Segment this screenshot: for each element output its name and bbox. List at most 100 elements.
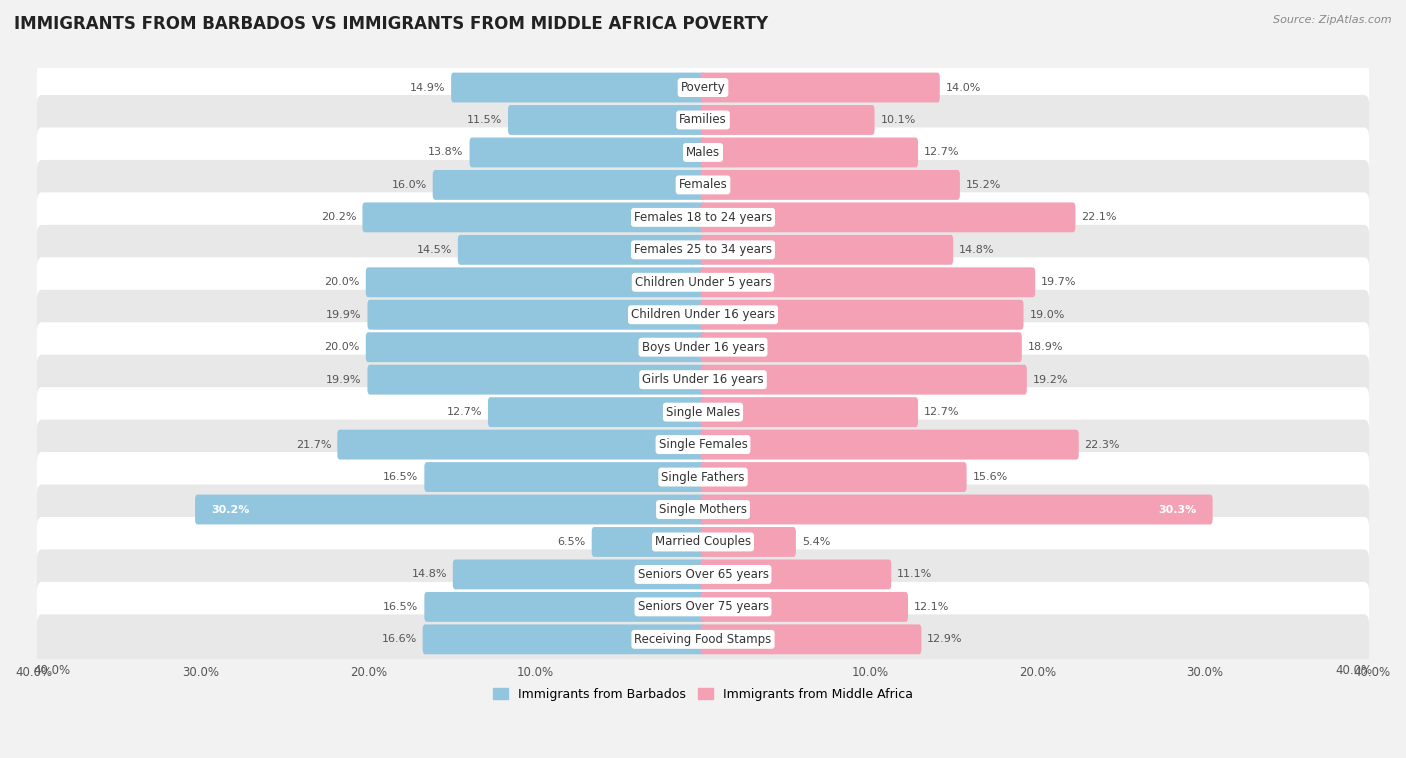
FancyBboxPatch shape: [37, 550, 1369, 600]
FancyBboxPatch shape: [592, 527, 706, 557]
FancyBboxPatch shape: [425, 592, 706, 622]
Text: 11.5%: 11.5%: [467, 115, 502, 125]
FancyBboxPatch shape: [37, 387, 1369, 437]
FancyBboxPatch shape: [37, 160, 1369, 210]
Text: Single Mothers: Single Mothers: [659, 503, 747, 516]
FancyBboxPatch shape: [700, 592, 908, 622]
Text: 14.8%: 14.8%: [412, 569, 447, 579]
Text: Seniors Over 75 years: Seniors Over 75 years: [637, 600, 769, 613]
Text: 20.0%: 20.0%: [325, 277, 360, 287]
Text: 16.6%: 16.6%: [381, 634, 416, 644]
Text: 40.0%: 40.0%: [1336, 664, 1372, 677]
FancyBboxPatch shape: [423, 625, 706, 654]
Text: Seniors Over 65 years: Seniors Over 65 years: [637, 568, 769, 581]
Text: 12.7%: 12.7%: [447, 407, 482, 417]
Text: Females 25 to 34 years: Females 25 to 34 years: [634, 243, 772, 256]
Text: 14.8%: 14.8%: [959, 245, 994, 255]
Text: 18.9%: 18.9%: [1028, 342, 1063, 352]
FancyBboxPatch shape: [37, 452, 1369, 502]
FancyBboxPatch shape: [700, 137, 918, 168]
FancyBboxPatch shape: [700, 73, 939, 102]
FancyBboxPatch shape: [700, 300, 1024, 330]
FancyBboxPatch shape: [37, 582, 1369, 632]
FancyBboxPatch shape: [37, 517, 1369, 567]
Text: Receiving Food Stamps: Receiving Food Stamps: [634, 633, 772, 646]
FancyBboxPatch shape: [37, 63, 1369, 112]
Text: Families: Families: [679, 114, 727, 127]
FancyBboxPatch shape: [366, 268, 706, 297]
FancyBboxPatch shape: [700, 430, 1078, 459]
Text: 16.0%: 16.0%: [392, 180, 427, 190]
Text: Single Males: Single Males: [666, 406, 740, 418]
Text: 6.5%: 6.5%: [558, 537, 586, 547]
FancyBboxPatch shape: [363, 202, 706, 232]
Text: 40.0%: 40.0%: [34, 664, 70, 677]
Text: 19.2%: 19.2%: [1032, 374, 1069, 384]
FancyBboxPatch shape: [367, 300, 706, 330]
Text: 14.5%: 14.5%: [416, 245, 451, 255]
FancyBboxPatch shape: [700, 494, 1212, 525]
Text: 5.4%: 5.4%: [801, 537, 830, 547]
Text: 16.5%: 16.5%: [384, 472, 419, 482]
FancyBboxPatch shape: [700, 202, 1076, 232]
Text: Children Under 5 years: Children Under 5 years: [634, 276, 772, 289]
Text: 14.9%: 14.9%: [409, 83, 446, 92]
FancyBboxPatch shape: [37, 420, 1369, 470]
FancyBboxPatch shape: [458, 235, 706, 265]
FancyBboxPatch shape: [37, 614, 1369, 664]
Text: 22.3%: 22.3%: [1084, 440, 1121, 449]
FancyBboxPatch shape: [37, 193, 1369, 243]
Text: 19.7%: 19.7%: [1040, 277, 1077, 287]
Text: 30.3%: 30.3%: [1159, 505, 1197, 515]
FancyBboxPatch shape: [488, 397, 706, 427]
FancyBboxPatch shape: [451, 73, 706, 102]
Text: 14.0%: 14.0%: [946, 83, 981, 92]
Text: 21.7%: 21.7%: [295, 440, 332, 449]
FancyBboxPatch shape: [366, 332, 706, 362]
FancyBboxPatch shape: [425, 462, 706, 492]
Text: Single Females: Single Females: [658, 438, 748, 451]
Text: 11.1%: 11.1%: [897, 569, 932, 579]
Text: 19.9%: 19.9%: [326, 310, 361, 320]
Text: Females 18 to 24 years: Females 18 to 24 years: [634, 211, 772, 224]
Text: 10.1%: 10.1%: [880, 115, 915, 125]
Text: Males: Males: [686, 146, 720, 159]
FancyBboxPatch shape: [700, 397, 918, 427]
FancyBboxPatch shape: [700, 268, 1035, 297]
Text: 20.2%: 20.2%: [321, 212, 357, 222]
Text: IMMIGRANTS FROM BARBADOS VS IMMIGRANTS FROM MIDDLE AFRICA POVERTY: IMMIGRANTS FROM BARBADOS VS IMMIGRANTS F…: [14, 15, 768, 33]
Text: Source: ZipAtlas.com: Source: ZipAtlas.com: [1274, 15, 1392, 25]
Text: 12.9%: 12.9%: [928, 634, 963, 644]
Text: 19.9%: 19.9%: [326, 374, 361, 384]
FancyBboxPatch shape: [37, 225, 1369, 275]
Text: Married Couples: Married Couples: [655, 535, 751, 549]
FancyBboxPatch shape: [433, 170, 706, 200]
FancyBboxPatch shape: [37, 95, 1369, 145]
Text: 20.0%: 20.0%: [325, 342, 360, 352]
FancyBboxPatch shape: [700, 559, 891, 590]
Text: 12.7%: 12.7%: [924, 407, 959, 417]
Text: Females: Females: [679, 178, 727, 192]
Text: 22.1%: 22.1%: [1081, 212, 1116, 222]
FancyBboxPatch shape: [337, 430, 706, 459]
FancyBboxPatch shape: [470, 137, 706, 168]
FancyBboxPatch shape: [37, 355, 1369, 405]
Text: 30.2%: 30.2%: [211, 505, 249, 515]
FancyBboxPatch shape: [508, 105, 706, 135]
Text: Single Fathers: Single Fathers: [661, 471, 745, 484]
Text: Girls Under 16 years: Girls Under 16 years: [643, 373, 763, 386]
FancyBboxPatch shape: [37, 127, 1369, 177]
FancyBboxPatch shape: [700, 105, 875, 135]
FancyBboxPatch shape: [700, 462, 966, 492]
Text: Children Under 16 years: Children Under 16 years: [631, 309, 775, 321]
FancyBboxPatch shape: [453, 559, 706, 590]
FancyBboxPatch shape: [195, 494, 706, 525]
FancyBboxPatch shape: [37, 290, 1369, 340]
FancyBboxPatch shape: [700, 235, 953, 265]
FancyBboxPatch shape: [700, 170, 960, 200]
Text: 12.1%: 12.1%: [914, 602, 949, 612]
Text: Boys Under 16 years: Boys Under 16 years: [641, 340, 765, 354]
FancyBboxPatch shape: [367, 365, 706, 395]
Text: 15.6%: 15.6%: [973, 472, 1008, 482]
Text: 13.8%: 13.8%: [429, 148, 464, 158]
